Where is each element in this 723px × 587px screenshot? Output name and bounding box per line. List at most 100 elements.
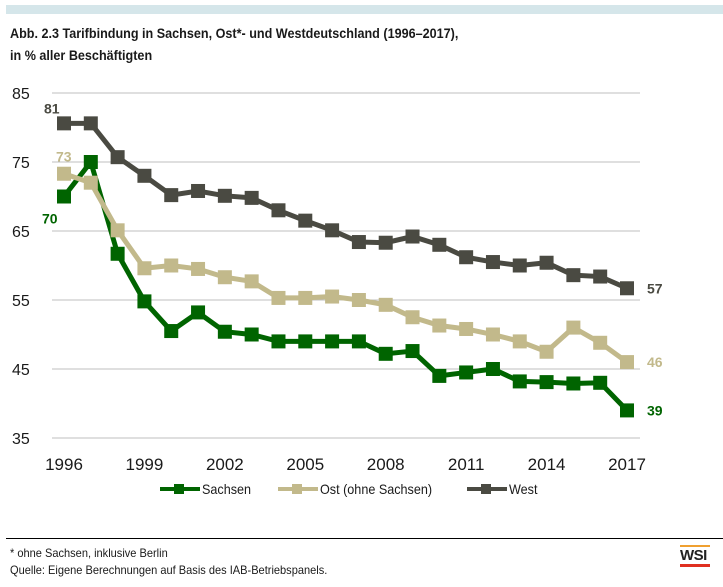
data-point bbox=[298, 290, 313, 305]
data-point bbox=[191, 305, 206, 320]
data-point bbox=[593, 375, 608, 390]
legend-label: Sachsen bbox=[202, 481, 252, 497]
data-label: 70 bbox=[42, 211, 58, 227]
data-point bbox=[512, 374, 527, 389]
x-tick-label: 2017 bbox=[608, 455, 646, 474]
data-point bbox=[137, 168, 152, 183]
data-label: 81 bbox=[44, 100, 60, 116]
data-point bbox=[217, 188, 232, 203]
data-point bbox=[432, 368, 447, 383]
legend: Sachsen Ost (ohne Sachsen) West bbox=[160, 481, 541, 497]
data-point bbox=[593, 335, 608, 350]
y-tick-label: 75 bbox=[12, 155, 30, 172]
data-point bbox=[57, 189, 71, 204]
data-point bbox=[110, 223, 125, 238]
legend-item: Sachsen bbox=[160, 481, 256, 497]
series-line-west bbox=[64, 120, 629, 291]
x-tick-label: 2008 bbox=[367, 455, 405, 474]
data-point bbox=[271, 290, 286, 305]
data-point bbox=[325, 334, 340, 349]
legend-swatch bbox=[467, 482, 507, 496]
legend-item: West bbox=[467, 481, 541, 497]
legend-item: Ost (ohne Sachsen) bbox=[278, 481, 445, 497]
line-chart: 35 45 55 65 75 85 1996 1999 2002 2005 2008 2011 2014… bbox=[12, 86, 663, 474]
data-point bbox=[539, 375, 554, 390]
data-point bbox=[164, 188, 179, 203]
legend-swatch bbox=[278, 482, 319, 496]
logo-bottom-bar bbox=[680, 564, 710, 567]
data-label: 73 bbox=[56, 149, 72, 165]
data-point bbox=[164, 324, 179, 339]
data-point bbox=[271, 334, 286, 349]
data-point bbox=[485, 362, 500, 376]
x-tick-label: 1999 bbox=[126, 455, 164, 474]
data-point bbox=[566, 268, 581, 283]
data-point bbox=[191, 183, 206, 198]
logo-text: WSI bbox=[680, 547, 707, 564]
legend-label: West bbox=[509, 481, 538, 497]
wsi-logo: WSI bbox=[680, 545, 710, 567]
data-point bbox=[217, 270, 232, 285]
title-line-2: in % aller Beschäftigten bbox=[10, 47, 153, 63]
data-point bbox=[405, 229, 420, 244]
data-point bbox=[351, 334, 366, 349]
data-point bbox=[620, 403, 634, 418]
data-point bbox=[351, 235, 366, 250]
x-tick-label: 2014 bbox=[528, 455, 566, 474]
header-band bbox=[6, 5, 723, 14]
y-tick-label: 55 bbox=[12, 293, 30, 310]
data-point bbox=[83, 116, 98, 131]
data-point bbox=[244, 274, 259, 289]
footer-divider bbox=[6, 538, 723, 539]
data-point bbox=[378, 235, 393, 250]
data-point bbox=[539, 255, 554, 270]
data-point bbox=[110, 150, 125, 165]
data-point bbox=[83, 155, 98, 169]
data-point bbox=[432, 237, 447, 252]
legend-marker bbox=[292, 484, 303, 494]
data-point bbox=[325, 223, 340, 238]
data-point bbox=[325, 289, 340, 304]
data-label: 39 bbox=[647, 402, 663, 418]
data-point bbox=[298, 213, 313, 228]
y-tick-label: 85 bbox=[12, 86, 30, 103]
data-point bbox=[459, 250, 474, 265]
legend-swatch bbox=[160, 482, 200, 496]
series-line-sachsen bbox=[62, 156, 629, 413]
legend-marker bbox=[481, 484, 491, 494]
y-tick-label: 45 bbox=[12, 362, 30, 379]
data-label: 46 bbox=[647, 354, 663, 370]
data-point bbox=[405, 310, 420, 325]
data-point bbox=[191, 261, 206, 276]
logo-top-bar bbox=[680, 545, 710, 547]
data-point bbox=[459, 365, 474, 380]
data-point bbox=[137, 261, 152, 276]
data-point bbox=[57, 116, 71, 131]
data-point bbox=[298, 334, 313, 349]
data-point bbox=[566, 320, 581, 335]
data-point bbox=[244, 327, 259, 342]
data-point bbox=[378, 297, 393, 312]
data-point bbox=[593, 269, 608, 284]
series-line-ost-ohne-sachsen- bbox=[63, 171, 629, 365]
data-point bbox=[620, 281, 634, 296]
source-note: Quelle: Eigene Berechnungen auf Basis de… bbox=[10, 563, 328, 577]
data-point bbox=[620, 355, 634, 370]
data-label: 57 bbox=[647, 280, 663, 296]
y-tick-label: 35 bbox=[12, 431, 30, 448]
data-point bbox=[512, 334, 527, 349]
data-point bbox=[485, 255, 500, 270]
y-tick-label: 65 bbox=[12, 224, 30, 241]
x-tick-label: 2002 bbox=[206, 455, 244, 474]
data-point bbox=[244, 190, 259, 205]
footnote: * ohne Sachsen, inklusive Berlin bbox=[10, 546, 168, 560]
data-point bbox=[485, 327, 500, 342]
data-point bbox=[512, 258, 527, 273]
data-point bbox=[83, 175, 98, 190]
data-point bbox=[217, 324, 232, 339]
data-point bbox=[271, 203, 286, 218]
x-tick-label: 2011 bbox=[448, 455, 485, 474]
data-point bbox=[57, 166, 71, 181]
data-point bbox=[110, 246, 125, 261]
data-point bbox=[459, 321, 474, 336]
